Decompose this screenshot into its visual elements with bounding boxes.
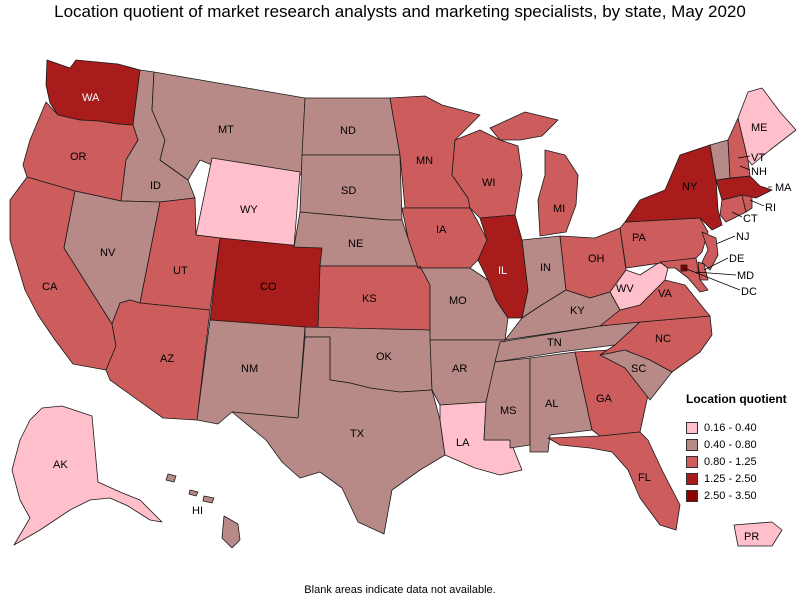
label-il: IL [498, 265, 507, 277]
label-ms: MS [500, 405, 517, 417]
state-mo[interactable] [417, 265, 509, 341]
label-ca: CA [42, 281, 58, 293]
label-vt: VT [751, 152, 765, 164]
label-de: DE [729, 253, 744, 265]
label-nm: NM [241, 363, 258, 375]
label-md: MD [737, 270, 754, 282]
label-wa: WA [82, 92, 100, 104]
label-mn: MN [416, 155, 433, 167]
legend-label: 1.25 - 2.50 [704, 473, 757, 485]
legend-swatch [686, 422, 698, 434]
state-nj[interactable] [701, 231, 719, 271]
label-ga: GA [596, 393, 613, 405]
legend-item: 0.80 - 1.25 [686, 455, 757, 469]
state-mi[interactable] [489, 111, 579, 237]
state-ia[interactable] [401, 207, 488, 269]
legend-item: 0.16 - 0.40 [686, 421, 757, 435]
label-sd: SD [341, 185, 356, 197]
label-pa: PA [632, 232, 647, 244]
state-pr[interactable] [733, 521, 783, 547]
label-sc: SC [631, 363, 646, 375]
legend-swatch [686, 456, 698, 468]
label-oh: OH [588, 253, 605, 265]
state-wy[interactable] [195, 157, 301, 248]
legend-item: 0.40 - 0.80 [686, 438, 757, 452]
label-ri: RI [765, 202, 776, 214]
state-ny[interactable] [624, 144, 723, 231]
label-ma: MA [775, 182, 792, 194]
label-ks: KS [362, 293, 377, 305]
label-dc: DC [741, 286, 757, 298]
label-in: IN [540, 262, 551, 274]
label-mi: MI [553, 203, 565, 215]
ri-leader-line [749, 199, 765, 207]
label-ak: AK [53, 459, 68, 471]
label-ok: OK [376, 351, 393, 363]
legend-label: 2.50 - 3.50 [704, 490, 757, 502]
label-nd: ND [340, 125, 356, 137]
label-la: LA [456, 437, 470, 449]
dc-leader-line [683, 267, 741, 291]
label-nj: NJ [736, 231, 749, 243]
state-fl[interactable] [547, 431, 681, 531]
label-wv: WV [616, 283, 634, 295]
nj-leader-line [715, 235, 736, 245]
label-nh: NH [751, 166, 767, 178]
map-title: Location quotient of market research ana… [54, 2, 746, 21]
state-tx[interactable] [231, 336, 446, 535]
state-md[interactable] [659, 257, 709, 293]
label-tn: TN [547, 337, 562, 349]
label-va: VA [658, 288, 673, 300]
legend-swatch [686, 439, 698, 451]
label-nc: NC [655, 333, 671, 345]
label-ia: IA [436, 224, 447, 236]
label-mt: MT [218, 124, 234, 136]
label-co: CO [260, 281, 277, 293]
legend-label: 0.40 - 0.80 [704, 439, 757, 451]
md-leader-line [695, 271, 737, 276]
label-tx: TX [350, 428, 365, 440]
legend-swatch [686, 473, 698, 485]
state-il[interactable] [477, 214, 529, 319]
label-ar: AR [452, 363, 467, 375]
state-nh[interactable] [727, 117, 751, 179]
label-wi: WI [482, 177, 495, 189]
label-ne: NE [348, 238, 363, 250]
legend-title: Location quotient [686, 392, 787, 406]
state-ma[interactable] [715, 175, 773, 201]
label-or: OR [70, 151, 87, 163]
label-ut: UT [173, 265, 188, 277]
label-pr: PR [744, 531, 759, 543]
label-ny: NY [682, 181, 698, 193]
ct-leader-line [731, 211, 743, 218]
state-az[interactable] [105, 299, 211, 421]
state-ak[interactable] [11, 405, 163, 546]
label-nv: NV [100, 247, 116, 259]
label-hi: HI [192, 505, 203, 517]
label-me: ME [751, 122, 768, 134]
footnote: Blank areas indicate data not available. [304, 584, 496, 596]
label-ky: KY [570, 305, 585, 317]
label-wy: WY [240, 204, 258, 216]
state-me[interactable] [737, 87, 797, 166]
label-ct: CT [743, 213, 758, 225]
legend-swatch [686, 490, 698, 502]
de-leader-line [703, 257, 729, 271]
state-hi[interactable] [165, 473, 241, 549]
vt-leader-line [737, 155, 751, 159]
label-id: ID [150, 180, 161, 192]
legend-label: 0.16 - 0.40 [704, 422, 757, 434]
label-fl: FL [638, 472, 651, 484]
label-mo: MO [449, 295, 467, 307]
legend-item: 1.25 - 2.50 [686, 472, 757, 486]
label-az: AZ [160, 353, 174, 365]
label-al: AL [545, 398, 558, 410]
legend-label: 0.80 - 1.25 [704, 456, 757, 468]
nh-leader-line [739, 165, 751, 171]
legend-item: 2.50 - 3.50 [686, 489, 757, 503]
